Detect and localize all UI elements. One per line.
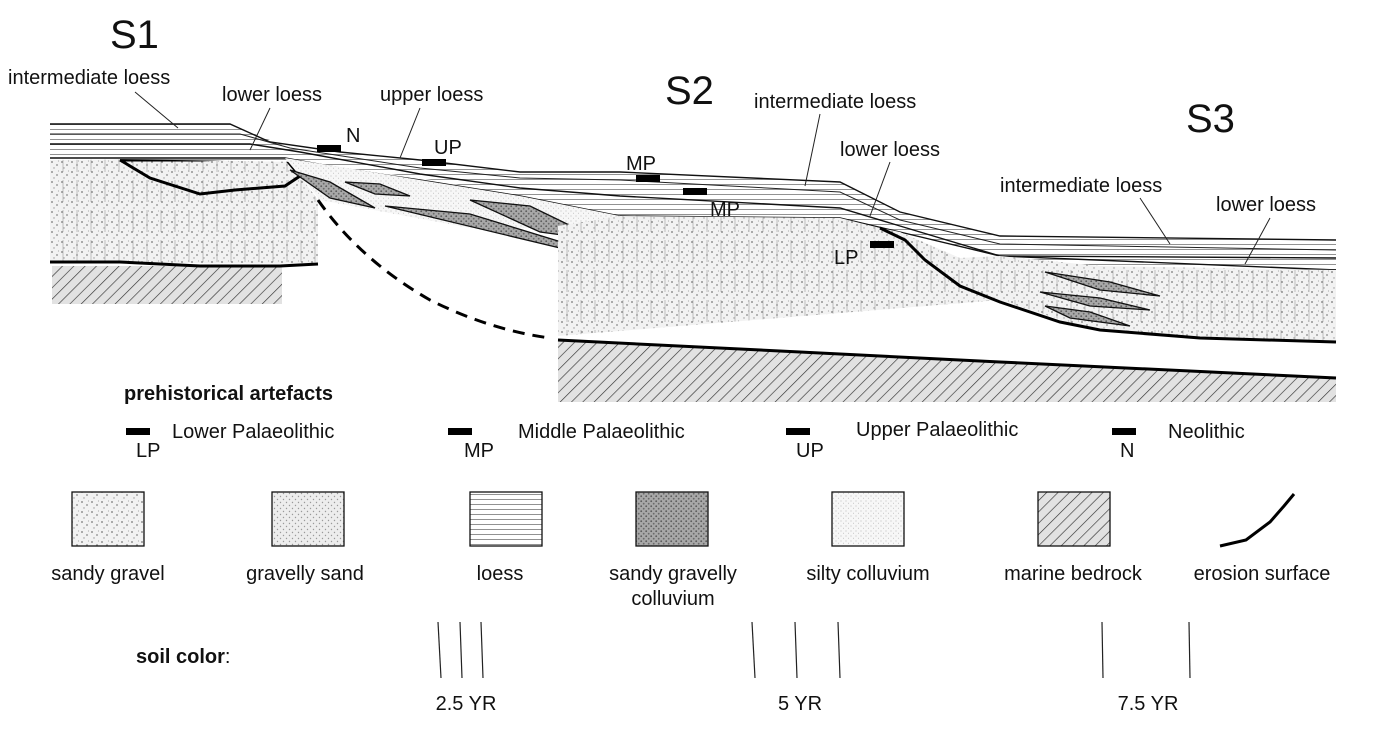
s2-s3-marine-bedrock <box>558 340 1336 402</box>
label-upper-loess: upper loess <box>380 84 483 106</box>
legend-up-name: Upper Palaeolithic <box>856 419 1018 441</box>
s3-lens-3 <box>1044 305 1131 327</box>
marker-up-label: UP <box>434 137 462 159</box>
cross-section <box>50 123 1337 402</box>
legend-up-code: UP <box>796 440 824 462</box>
marker-mp-top-bar <box>636 175 660 182</box>
marker-n-label: N <box>346 125 360 147</box>
soil-color-title-text: soil color <box>136 646 225 668</box>
soil-color-2-5yr: 2.5 YR <box>436 693 497 715</box>
legend: prehistorical artefacts LP Lower Palaeol… <box>51 383 1330 715</box>
legend-up-bar <box>786 428 810 435</box>
site-label-s3: S3 <box>1186 97 1235 141</box>
legend-lp-code: LP <box>136 440 160 462</box>
marker-lp-bar <box>870 241 894 248</box>
loess-internal-contact-2 <box>50 143 1337 259</box>
label-s2-lower-loess: lower loess <box>840 139 940 161</box>
label-s2-intermediate-loess: intermediate loess <box>754 91 916 113</box>
label-erosion-surface: erosion surface <box>1194 563 1331 585</box>
legend-mp-bar <box>448 428 472 435</box>
soil-color-7-5yr: 7.5 YR <box>1118 693 1179 715</box>
swatch-sandy-gravel <box>71 491 145 547</box>
swatch-sandy-gravelly-colluvium <box>635 491 709 547</box>
soil-color-title: soil color: <box>136 646 230 668</box>
legend-lp-bar <box>126 428 150 435</box>
label-sandy-gravelly-colluvium-line1: sandy gravelly <box>609 563 737 585</box>
s1-marine-bedrock <box>52 266 282 304</box>
s3-lens-2 <box>1039 291 1151 311</box>
label-sandy-gravelly-colluvium-line2: colluvium <box>631 588 714 610</box>
colluvium-lens-2 <box>344 181 411 197</box>
section-artefact-markers <box>317 145 894 248</box>
s2-s3-erosion-surface <box>879 226 1337 344</box>
swatch-loess <box>469 491 543 547</box>
s1-bedrock-contact-line <box>50 260 319 268</box>
marker-mp-bottom-bar <box>683 188 707 195</box>
label-s1-lower-loess: lower loess <box>222 84 322 106</box>
legend-mp-name: Middle Palaeolithic <box>518 421 685 443</box>
label-s1-intermediate-loess: intermediate loess <box>8 67 170 89</box>
marker-mp-bottom-label: MP <box>710 199 740 221</box>
label-s3-intermediate-loess: intermediate loess <box>1000 175 1162 197</box>
s2-s3-bedrock-contact-line <box>557 338 1337 380</box>
label-silty-colluvium: silty colluvium <box>806 563 929 585</box>
legend-n-name: Neolithic <box>1168 421 1245 443</box>
soil-color-5yr: 5 YR <box>778 693 822 715</box>
label-loess: loess <box>477 563 524 585</box>
swatch-erosion-surface-icon <box>1219 493 1296 548</box>
soil-color-ticks <box>437 621 1191 679</box>
s1-vertical-hatching <box>50 158 318 264</box>
swatch-marine-bedrock <box>1037 491 1111 547</box>
inferred-bedrock-contact <box>316 199 551 340</box>
marker-n-bar <box>317 145 341 152</box>
legend-n-bar <box>1112 428 1136 435</box>
site-label-s1: S1 <box>110 13 159 57</box>
colluvium-lens-1 <box>289 169 376 209</box>
legend-artefacts-title: prehistorical artefacts <box>124 383 333 405</box>
legend-n-code: N <box>1120 440 1134 462</box>
s2-s3-vertical-hatching <box>558 216 1336 342</box>
marker-up-bar <box>422 159 446 166</box>
legend-mp-code: MP <box>464 440 494 462</box>
soil-color-colon: : <box>225 646 231 668</box>
swatch-silty-colluvium <box>831 491 905 547</box>
label-marine-bedrock: marine bedrock <box>1004 563 1143 585</box>
label-leader-lines <box>134 91 1271 265</box>
loess-internal-contact-1 <box>50 133 1337 251</box>
marker-lp-label: LP <box>834 247 858 269</box>
label-gravelly-sand: gravelly sand <box>246 563 364 585</box>
label-s3-lower-loess: lower loess <box>1216 194 1316 216</box>
site-label-s2: S2 <box>665 69 714 113</box>
swatch-gravelly-sand <box>271 491 345 547</box>
legend-lp-name: Lower Palaeolithic <box>172 421 334 443</box>
label-sandy-gravel: sandy gravel <box>51 563 164 585</box>
s3-lens-1 <box>1044 271 1161 297</box>
marker-mp-top-label: MP <box>626 153 656 175</box>
